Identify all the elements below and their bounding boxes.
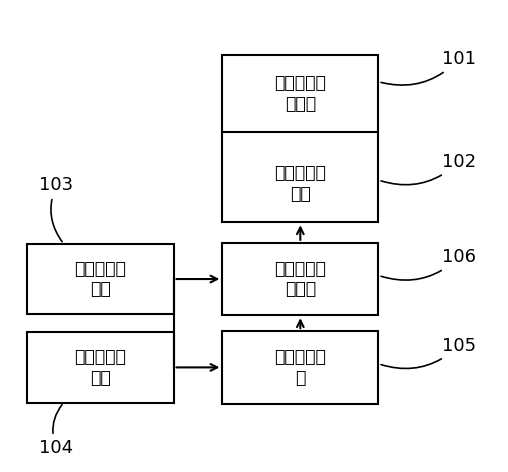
Bar bbox=[223, 331, 378, 404]
Text: 104: 104 bbox=[40, 405, 74, 457]
Text: 红外距离传
感器: 红外距离传 感器 bbox=[75, 260, 126, 298]
Text: 柔性碳纤维
材料: 柔性碳纤维 材料 bbox=[274, 164, 326, 203]
Text: 电源输出控
制模块: 电源输出控 制模块 bbox=[274, 260, 326, 298]
Text: 105: 105 bbox=[381, 337, 476, 369]
Bar bbox=[27, 332, 174, 403]
Text: 带通远红外
滤光片: 带通远红外 滤光片 bbox=[274, 74, 326, 113]
Text: 102: 102 bbox=[381, 153, 476, 185]
Text: 103: 103 bbox=[40, 176, 74, 242]
Bar bbox=[27, 244, 174, 314]
Bar bbox=[223, 243, 378, 315]
Bar bbox=[223, 55, 378, 222]
Text: 温度传感器
贴片: 温度传感器 贴片 bbox=[75, 348, 126, 387]
Text: 系统控制模
块: 系统控制模 块 bbox=[274, 348, 326, 387]
Text: 101: 101 bbox=[381, 50, 476, 85]
Text: 106: 106 bbox=[381, 248, 476, 280]
